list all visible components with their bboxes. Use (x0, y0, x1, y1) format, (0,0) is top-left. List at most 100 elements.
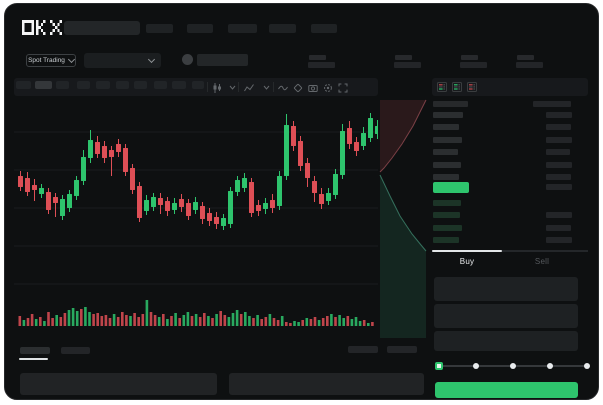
nav-item-placeholder[interactable] (187, 24, 213, 33)
settings-icon[interactable] (322, 82, 333, 93)
ask-amount-placeholder (546, 137, 572, 143)
active-tab-underline (432, 250, 502, 252)
bid-price-placeholder (433, 212, 460, 218)
ask-row[interactable] (432, 136, 588, 145)
stat-label-placeholder (461, 55, 478, 60)
coin-avatar (182, 54, 193, 65)
stat-label-placeholder (395, 55, 412, 60)
slider-stop[interactable] (510, 363, 516, 369)
ask-row[interactable] (432, 123, 588, 132)
bid-price-placeholder (433, 225, 462, 231)
bottom-action-placeholder[interactable] (387, 346, 417, 353)
fullscreen-icon[interactable] (337, 82, 348, 93)
ask-amount-placeholder (546, 149, 570, 155)
nav-item-placeholder[interactable] (269, 24, 296, 33)
bottom-tab-history[interactable] (61, 347, 90, 354)
okx-logo[interactable] (22, 20, 62, 35)
slider-stop[interactable] (547, 363, 553, 369)
stat-value-placeholder (460, 62, 487, 68)
orderbook-header-placeholder (533, 101, 571, 107)
last-price-side-placeholder (546, 184, 572, 190)
nav-item-placeholder[interactable] (228, 24, 257, 33)
timeframe-button[interactable] (56, 81, 69, 89)
ask-row[interactable] (432, 173, 588, 182)
stat-value-placeholder (308, 62, 335, 68)
ask-price-placeholder (433, 149, 458, 155)
toolbar-divider (238, 82, 239, 92)
total-input[interactable] (434, 331, 578, 351)
ask-amount-placeholder (546, 162, 572, 168)
nav-item-placeholder[interactable] (311, 24, 337, 33)
bid-row[interactable] (432, 236, 588, 245)
slider-handle[interactable] (435, 362, 443, 370)
buy-submit-button[interactable] (435, 382, 578, 398)
ask-amount-placeholder (546, 124, 571, 130)
market-selector-label: Spot Trading (28, 57, 65, 64)
bid-amount-placeholder (546, 237, 572, 243)
bid-row[interactable] (432, 199, 588, 208)
market-selector-button[interactable]: Spot Trading (26, 54, 76, 67)
book-bids-icon[interactable] (452, 82, 462, 92)
camera-icon[interactable] (307, 82, 318, 93)
timeframe-button[interactable] (192, 81, 204, 89)
ask-price-placeholder (433, 162, 461, 168)
ask-row[interactable] (432, 161, 588, 170)
depth-chart[interactable] (378, 98, 428, 340)
open-orders-panel (20, 373, 217, 395)
timeframe-button[interactable] (134, 81, 147, 89)
ask-price-placeholder (433, 137, 462, 143)
indicators-icon[interactable] (243, 82, 254, 93)
pair-name-placeholder (197, 54, 248, 66)
stat-value-placeholder (394, 62, 421, 68)
stat-value-placeholder (516, 62, 543, 68)
timeframe-button[interactable] (35, 81, 52, 89)
toolbar-divider (207, 82, 208, 92)
ask-amount-placeholder (546, 174, 571, 180)
bid-row[interactable] (432, 224, 588, 233)
candlestick-chart[interactable] (14, 98, 378, 330)
eraser-icon[interactable] (292, 82, 303, 93)
ask-row[interactable] (432, 111, 588, 120)
bid-amount-placeholder (546, 225, 571, 231)
timeframe-button[interactable] (96, 81, 110, 89)
stat-label-placeholder (309, 55, 326, 60)
search-input[interactable] (64, 21, 140, 35)
toolbar-divider (273, 82, 274, 92)
bottom-active-tab-underline (19, 358, 48, 360)
candle-type-icon[interactable] (211, 82, 222, 93)
slider-stop[interactable] (473, 363, 479, 369)
timeframe-button[interactable] (154, 81, 167, 89)
book-both-icon[interactable] (437, 82, 447, 92)
timeframe-button[interactable] (172, 81, 186, 89)
okx-logo-pixels (22, 20, 62, 35)
tab-sell[interactable]: Sell (534, 257, 550, 266)
book-asks-icon[interactable] (467, 82, 477, 92)
timeframe-button[interactable] (16, 81, 31, 89)
timeframe-button[interactable] (77, 81, 90, 89)
chevron-down-icon[interactable] (227, 82, 238, 93)
slider-stop[interactable] (584, 363, 590, 369)
tab-divider (432, 250, 588, 252)
chevron-down-icon (67, 55, 75, 64)
bottom-action-placeholder[interactable] (348, 346, 378, 353)
bid-price-placeholder (433, 237, 459, 243)
timeframe-button[interactable] (116, 81, 129, 89)
tab-buy[interactable]: Buy (459, 257, 475, 266)
chevron-down-icon[interactable] (261, 82, 272, 93)
ask-price-placeholder (433, 124, 459, 130)
pair-dropdown[interactable] (84, 53, 161, 68)
last-price-badge[interactable] (433, 182, 469, 193)
amount-input[interactable] (434, 304, 578, 328)
bid-price-placeholder (433, 200, 461, 206)
app-window: Spot Trading (4, 3, 599, 400)
orderbook-header-placeholder (433, 101, 468, 107)
nav-item-placeholder[interactable] (146, 24, 173, 33)
ask-price-placeholder (433, 112, 463, 118)
stat-label-placeholder (517, 55, 534, 60)
ask-price-placeholder (433, 174, 459, 180)
price-input[interactable] (434, 277, 578, 301)
ask-row[interactable] (432, 148, 588, 157)
bottom-tab-orders[interactable] (20, 347, 50, 354)
line-tool-icon[interactable] (277, 82, 288, 93)
bid-row[interactable] (432, 211, 588, 220)
